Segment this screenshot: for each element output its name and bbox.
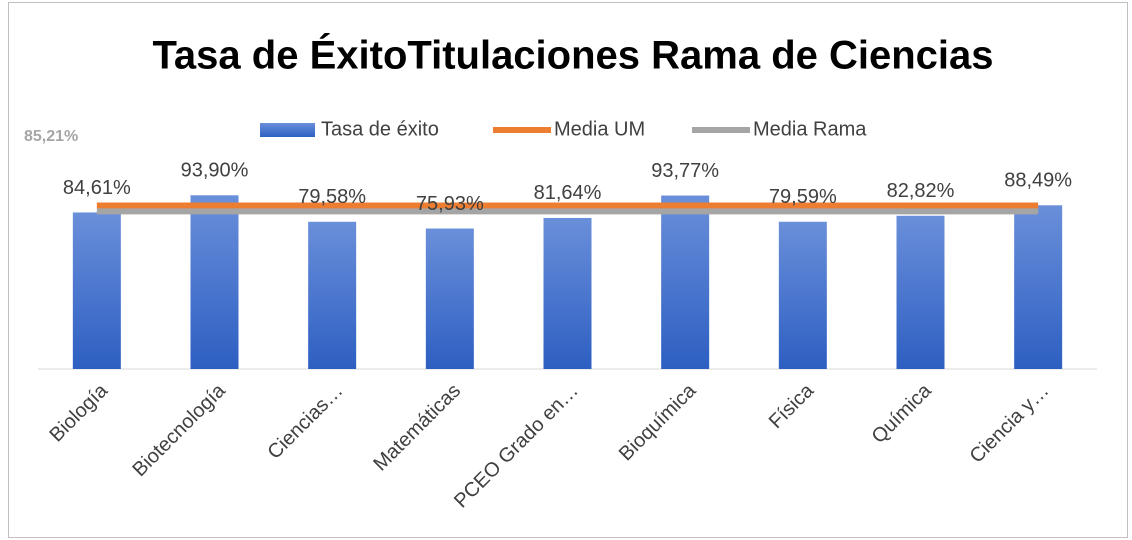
data-label: 81,64% <box>534 182 602 204</box>
bar <box>1014 205 1063 369</box>
bar <box>425 228 474 369</box>
bar <box>661 195 710 369</box>
bar <box>308 221 357 369</box>
legend-swatch <box>260 123 315 137</box>
data-label: 75,93% <box>416 193 484 215</box>
bar <box>778 221 827 369</box>
data-label: 79,59% <box>769 186 837 208</box>
data-label: 93,90% <box>181 160 249 182</box>
data-label: 93,77% <box>651 160 719 182</box>
legend-label: Media UM <box>554 118 645 140</box>
data-label: 88,49% <box>1004 170 1072 192</box>
data-label: 82,82% <box>887 180 955 202</box>
data-label: 84,61% <box>63 177 131 199</box>
bar <box>190 195 239 369</box>
legend-label: Media Rama <box>753 118 867 140</box>
chart-title: Tasa de ÉxitoTitulaciones Rama de Cienci… <box>152 33 993 78</box>
mean-label: 85,21% <box>24 128 78 145</box>
bar <box>896 215 945 369</box>
bar <box>543 217 592 369</box>
data-label: 79,58% <box>298 186 366 208</box>
bar <box>72 212 121 369</box>
legend-label: Tasa de éxito <box>321 118 439 140</box>
